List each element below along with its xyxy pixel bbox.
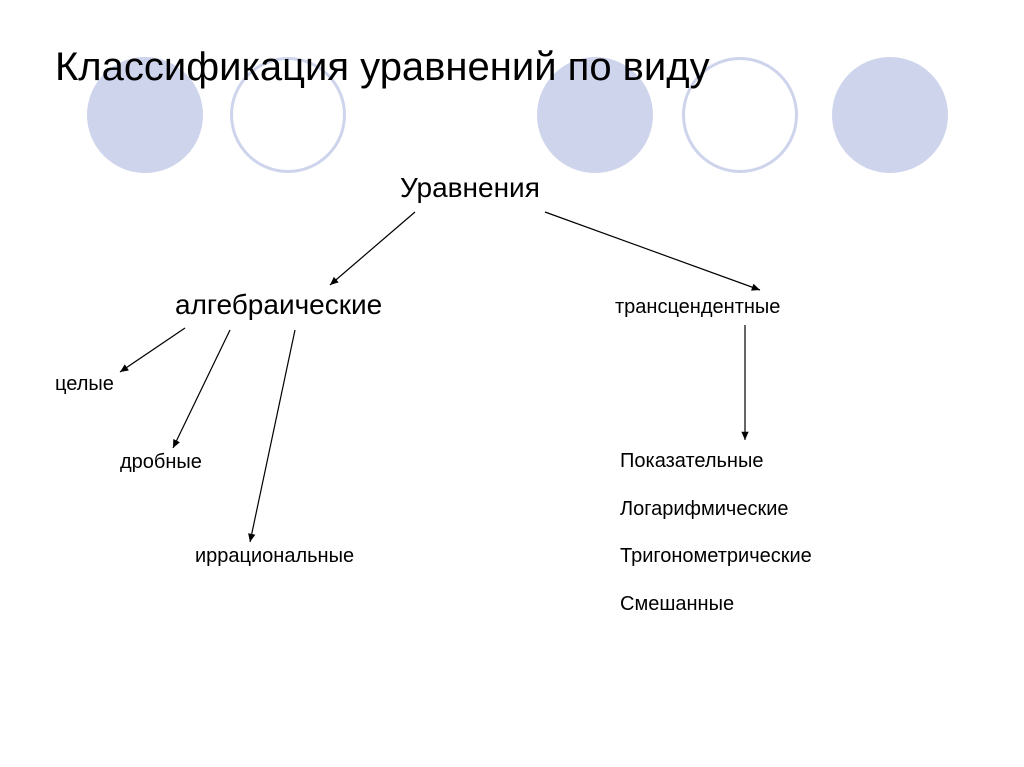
page-title: Классификация уравнений по виду [55,45,710,90]
node-root: Уравнения [400,172,540,204]
node-mix: Смешанные [620,593,734,616]
node-int: целые [55,373,114,396]
node-frac: дробные [120,451,202,474]
decor-circle-4 [832,57,948,173]
node-trans: трансцендентные [615,296,780,319]
node-trig: Тригонометрические [620,545,812,568]
node-alg: алгебраические [175,289,382,321]
node-pow: Показательные [620,450,763,473]
node-irr: иррациональные [195,545,354,568]
node-log: Логарифмические [620,498,789,521]
